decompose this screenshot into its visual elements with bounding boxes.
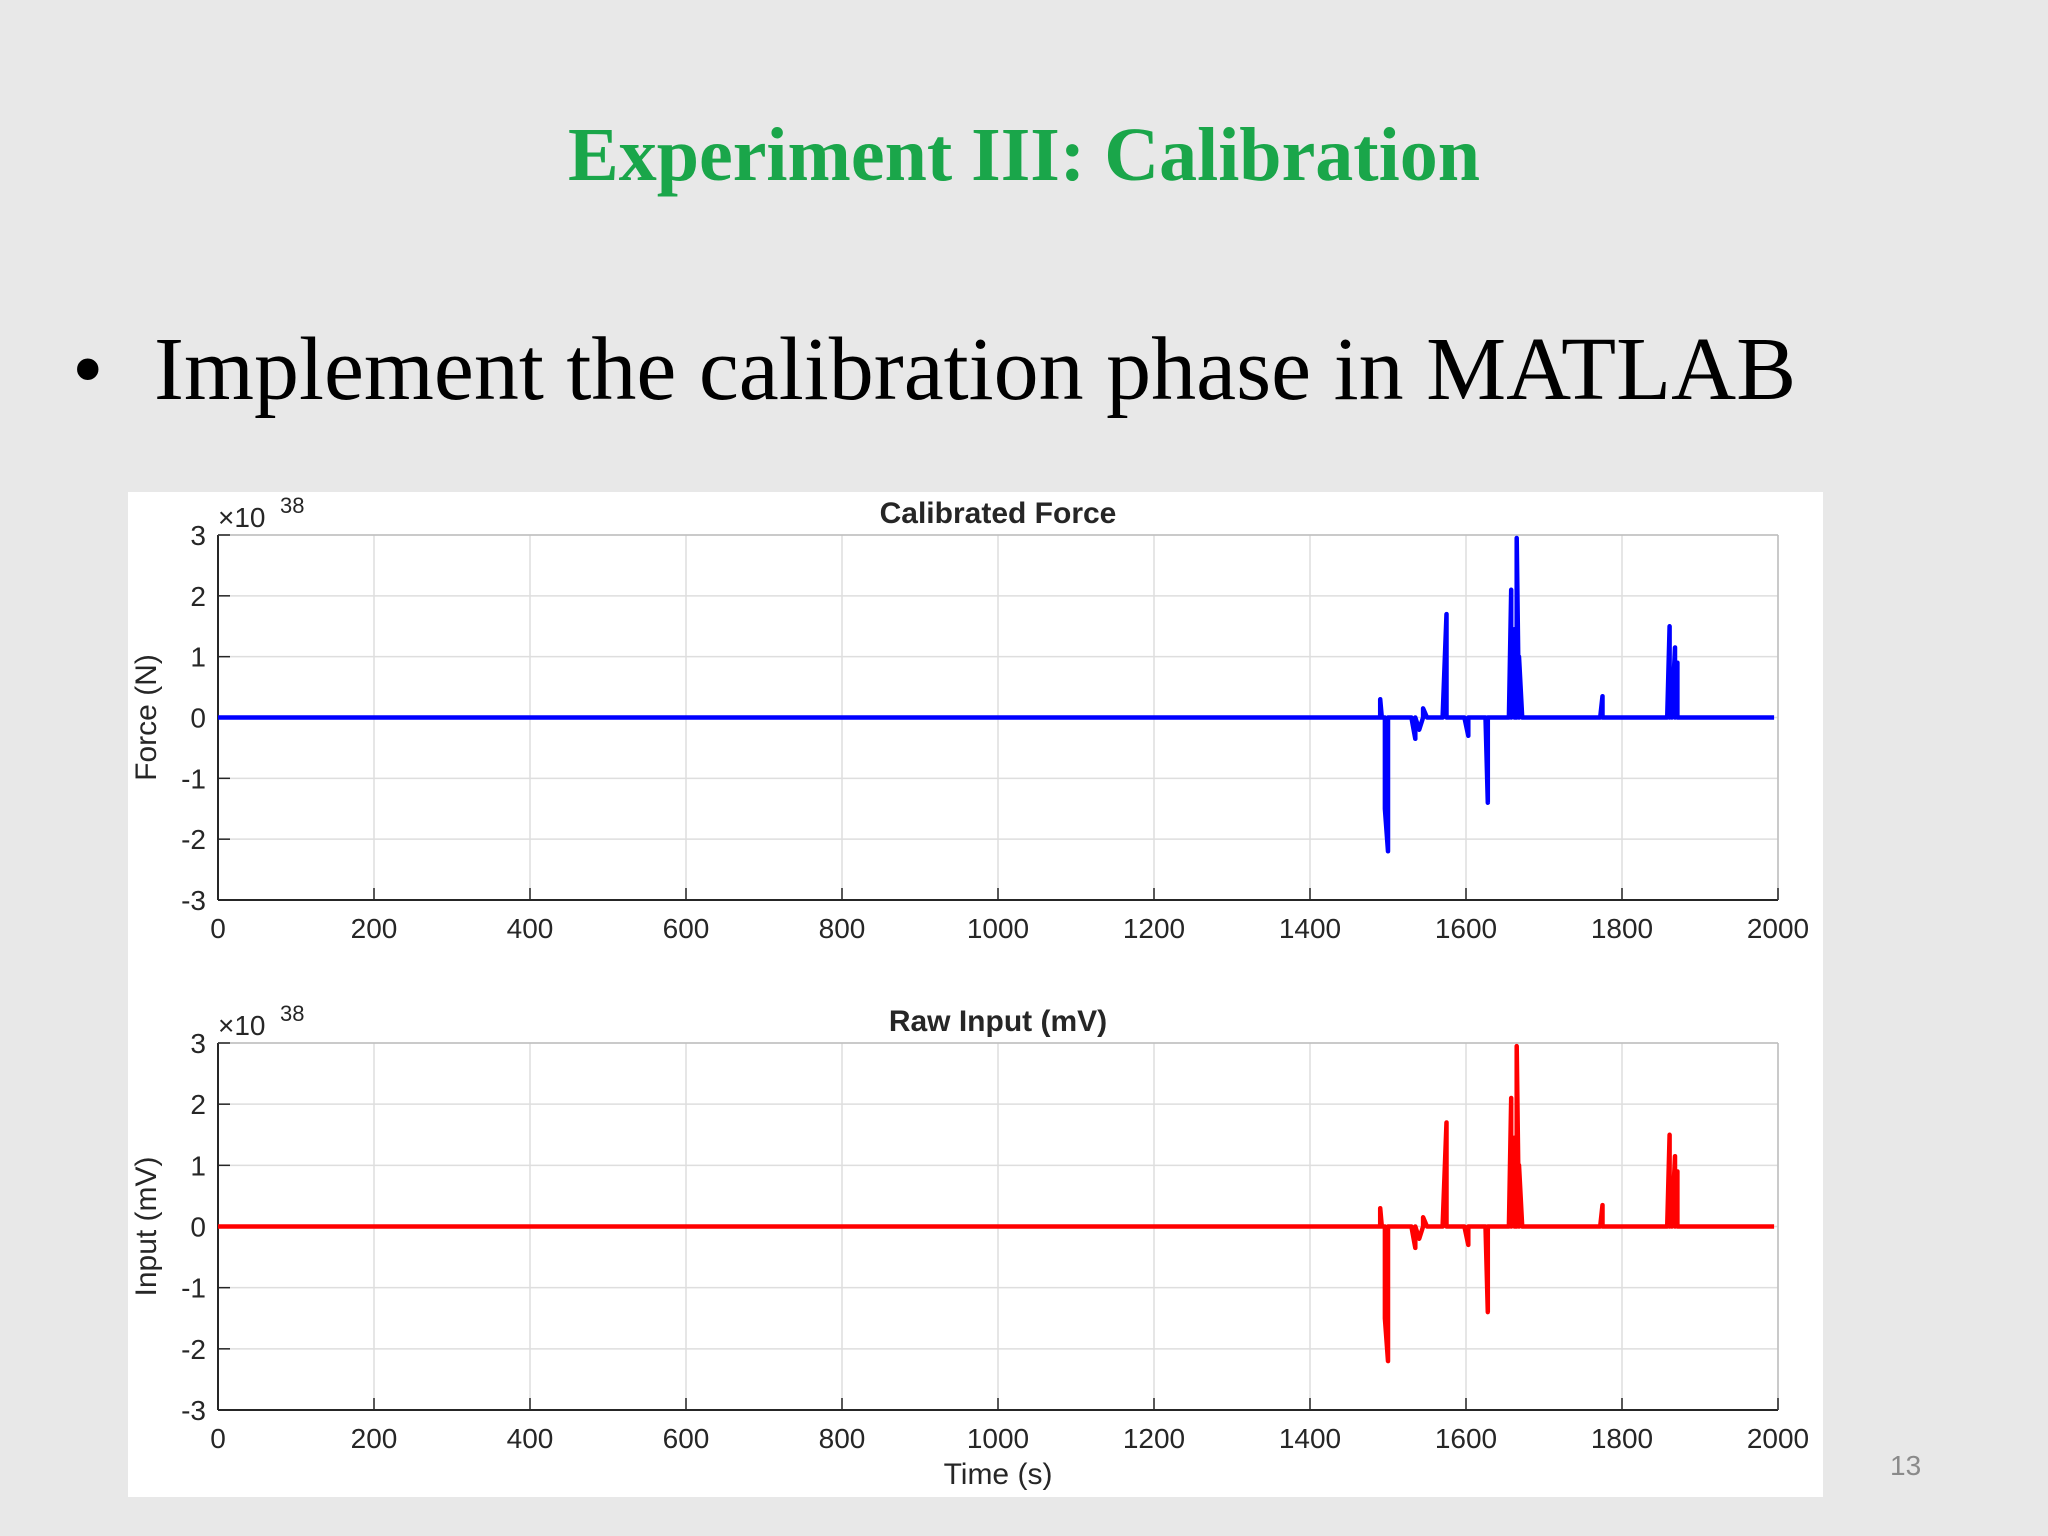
x-tick-label: 0 xyxy=(210,1423,226,1454)
y-tick-label: -1 xyxy=(181,763,206,794)
y-tick-label: 0 xyxy=(190,703,206,734)
subplot-2: 0 200 400 600 800 1000 1200 1400 1600 1800 2000 -3 -… xyxy=(130,1001,1809,1491)
y-tick-label: -3 xyxy=(181,885,206,916)
x-tick-label: 1800 xyxy=(1591,1423,1653,1454)
x-tick-label: 1600 xyxy=(1435,913,1497,944)
x-tick-label: 1000 xyxy=(967,913,1029,944)
y-tick-label: -3 xyxy=(181,1395,206,1426)
slide-title: Experiment III: Calibration xyxy=(568,113,1480,197)
matlab-figure: 0 200 400 600 800 1000 1200 1400 1600 1800 2000 -3-… xyxy=(128,492,1823,1497)
y-tick-label: 3 xyxy=(190,520,206,551)
y-tick-label: 2 xyxy=(190,1089,206,1120)
x-tick-label: 400 xyxy=(507,913,554,944)
exponent-power: 38 xyxy=(280,493,304,518)
x-tick-label: 400 xyxy=(507,1423,554,1454)
y-tick-label: 0 xyxy=(190,1212,206,1243)
x-tick-label: 600 xyxy=(663,913,710,944)
bullet-marker: • xyxy=(72,320,104,419)
y-tick-label: -1 xyxy=(181,1273,206,1304)
x-tick-label: 1200 xyxy=(1123,913,1185,944)
y-tick-label: 1 xyxy=(190,1150,206,1181)
x-tick-label: 2000 xyxy=(1747,913,1809,944)
x-tick-label: 600 xyxy=(663,1423,710,1454)
x-axis-label: Time (s) xyxy=(944,1458,1053,1491)
x-tick-label: 200 xyxy=(351,1423,398,1454)
x-tick-label: 1800 xyxy=(1591,913,1653,944)
y-tick-label: -2 xyxy=(181,824,206,855)
x-tick-label: 1400 xyxy=(1279,913,1341,944)
bullet-text: Implement the calibration phase in MATLA… xyxy=(154,320,1797,419)
y-axis-label: Force (N) xyxy=(130,654,163,781)
x-tick-label: 800 xyxy=(819,913,866,944)
x-tick-label: 1600 xyxy=(1435,1423,1497,1454)
slide-number: 13 xyxy=(1890,1450,1922,1481)
y-tick-label: 1 xyxy=(190,642,206,673)
x-tick-label: 0 xyxy=(210,913,226,944)
bullet-point: • Implement the calibration phase in MATL… xyxy=(72,318,1796,421)
chart-title: Raw Input (mV) xyxy=(889,1005,1107,1038)
x-tick-label: 1200 xyxy=(1123,1423,1185,1454)
x-tick-label: 200 xyxy=(351,913,398,944)
y-tick-label: 3 xyxy=(190,1028,206,1059)
x-tick-label: 1400 xyxy=(1279,1423,1341,1454)
x-tick-label: 1000 xyxy=(967,1423,1029,1454)
chart-title: Calibrated Force xyxy=(880,497,1117,530)
exponent-label: ×10 xyxy=(218,502,266,533)
subplot-1: 0 200 400 600 800 1000 1200 1400 1600 1800 2000 -3 -… xyxy=(130,493,1809,944)
x-tick-label: 2000 xyxy=(1747,1423,1809,1454)
exponent-power: 38 xyxy=(280,1001,304,1026)
y-axis-label: Input (mV) xyxy=(130,1156,163,1296)
x-tick-label: 800 xyxy=(819,1423,866,1454)
y-tick-label: 2 xyxy=(190,581,206,612)
exponent-label: ×10 xyxy=(218,1010,266,1041)
figure-canvas: 0 200 400 600 800 1000 1200 1400 1600 1800 2000-3-… xyxy=(130,493,1809,1491)
series-line xyxy=(218,535,1775,854)
series-line xyxy=(218,1043,1775,1364)
y-tick-label: -2 xyxy=(181,1334,206,1365)
